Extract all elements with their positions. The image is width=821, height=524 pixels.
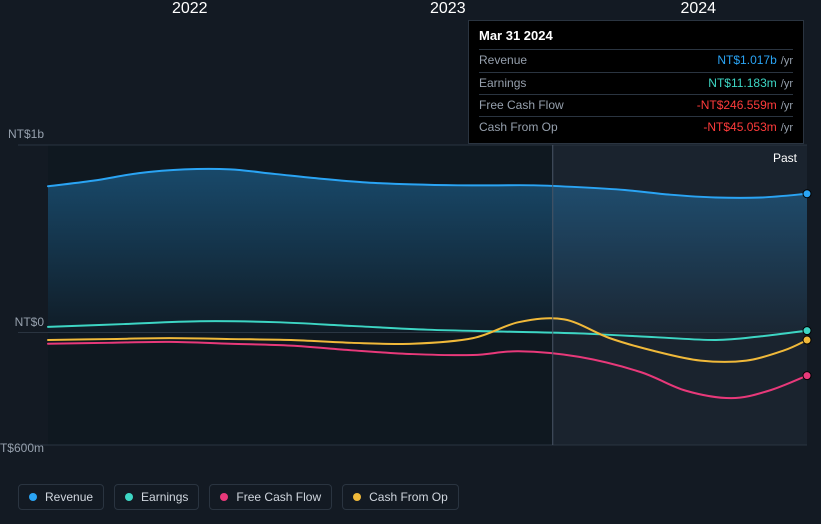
- tooltip-row-label: Free Cash Flow: [479, 97, 564, 114]
- x-axis-label: 2022: [172, 0, 208, 18]
- tooltip-row: Cash From Op -NT$45.053m/yr: [479, 116, 793, 138]
- y-axis-label: -NT$600m: [0, 427, 44, 455]
- financials-chart: NT$1b NT$0 -NT$600m 2022 2023 2024 Past Mar …: [0, 0, 821, 524]
- tooltip-row: Earnings NT$11.183m/yr: [479, 72, 793, 94]
- chart-legend: Revenue Earnings Free Cash Flow Cash From O…: [18, 484, 459, 510]
- legend-item[interactable]: Revenue: [18, 484, 104, 510]
- past-label: Past: [773, 151, 797, 165]
- legend-dot-icon: [125, 493, 133, 501]
- x-axis-label: 2024: [680, 0, 716, 18]
- legend-item[interactable]: Cash From Op: [342, 484, 459, 510]
- y-axis-label: NT$1b: [8, 127, 44, 141]
- x-axis-label: 2023: [430, 0, 466, 18]
- legend-dot-icon: [220, 493, 228, 501]
- legend-label: Cash From Op: [369, 490, 448, 504]
- tooltip-row: Revenue NT$1.017b/yr: [479, 49, 793, 71]
- y-axis-label: NT$0: [15, 315, 44, 329]
- legend-label: Free Cash Flow: [236, 490, 321, 504]
- legend-dot-icon: [29, 493, 37, 501]
- tooltip-row-value: -NT$246.559m/yr: [697, 97, 793, 114]
- legend-item[interactable]: Free Cash Flow: [209, 484, 332, 510]
- legend-dot-icon: [353, 493, 361, 501]
- tooltip-row-label: Earnings: [479, 75, 526, 92]
- chart-tooltip: Mar 31 2024 Revenue NT$1.017b/yr Earnings N…: [468, 20, 804, 144]
- legend-label: Earnings: [141, 490, 188, 504]
- tooltip-row-value: NT$11.183m/yr: [708, 75, 793, 92]
- tooltip-title: Mar 31 2024: [479, 27, 793, 49]
- legend-label: Revenue: [45, 490, 93, 504]
- legend-item[interactable]: Earnings: [114, 484, 199, 510]
- tooltip-row-value: NT$1.017b/yr: [717, 52, 793, 69]
- tooltip-row: Free Cash Flow -NT$246.559m/yr: [479, 94, 793, 116]
- tooltip-row-label: Revenue: [479, 52, 527, 69]
- tooltip-row-value: -NT$45.053m/yr: [703, 119, 793, 136]
- tooltip-row-label: Cash From Op: [479, 119, 558, 136]
